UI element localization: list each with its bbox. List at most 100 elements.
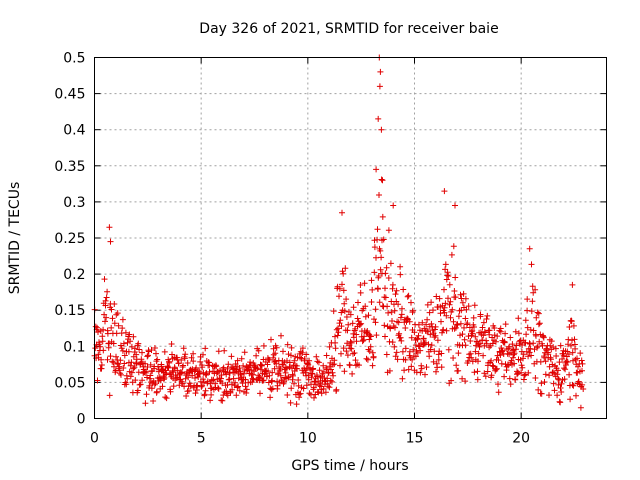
data-point xyxy=(373,166,380,173)
data-point xyxy=(530,327,537,334)
data-point xyxy=(264,361,271,368)
data-point xyxy=(419,319,426,326)
data-point xyxy=(461,324,467,331)
data-point xyxy=(443,327,450,334)
data-point xyxy=(363,355,370,362)
data-point xyxy=(537,358,544,365)
data-point xyxy=(547,342,554,349)
data-point xyxy=(167,388,174,395)
data-point xyxy=(111,301,118,307)
data-point xyxy=(127,373,134,380)
y-tick-label: 0.35 xyxy=(54,159,85,175)
data-point xyxy=(315,389,322,396)
plot-frame xyxy=(94,57,607,419)
data-point xyxy=(476,343,483,350)
data-point xyxy=(157,377,164,384)
data-point xyxy=(254,365,261,372)
data-point xyxy=(281,378,288,385)
data-point xyxy=(372,319,379,326)
data-point xyxy=(448,377,455,384)
data-point xyxy=(474,368,481,375)
data-point xyxy=(559,356,566,362)
data-point xyxy=(509,341,516,348)
data-point xyxy=(143,391,150,398)
data-point xyxy=(373,332,380,339)
data-point xyxy=(144,353,151,360)
data-point xyxy=(438,364,445,371)
data-point xyxy=(378,254,385,261)
data-point xyxy=(249,371,256,378)
data-point xyxy=(482,373,489,380)
data-point xyxy=(192,390,199,397)
data-point xyxy=(550,380,557,387)
data-point xyxy=(162,394,169,401)
data-point xyxy=(499,347,506,354)
data-point xyxy=(118,345,125,352)
data-point xyxy=(351,350,358,356)
data-point xyxy=(119,316,126,323)
data-point xyxy=(389,339,396,346)
data-point xyxy=(455,313,462,320)
data-point xyxy=(524,296,531,303)
data-point xyxy=(549,369,556,376)
data-point xyxy=(377,266,384,273)
data-point xyxy=(521,372,528,379)
data-point xyxy=(185,387,192,394)
data-point xyxy=(520,351,527,358)
data-point xyxy=(571,336,578,343)
data-point xyxy=(241,370,247,377)
data-point xyxy=(117,357,124,364)
data-point xyxy=(103,294,110,301)
data-point xyxy=(329,378,335,385)
data-point xyxy=(265,368,272,375)
data-point xyxy=(438,350,445,357)
data-point xyxy=(375,115,382,122)
data-point xyxy=(285,374,292,381)
chart-title: Day 326 of 2021, SRMTID for receiver bai… xyxy=(199,21,498,37)
data-point xyxy=(373,254,379,261)
data-point xyxy=(459,331,466,338)
data-point xyxy=(569,349,576,356)
data-point xyxy=(362,303,369,310)
data-point xyxy=(418,365,425,372)
data-point xyxy=(132,345,138,352)
y-tick-label: 0.5 xyxy=(63,51,85,67)
data-point xyxy=(442,261,449,268)
data-point xyxy=(288,352,294,359)
data-point xyxy=(145,352,151,359)
data-point xyxy=(554,392,561,399)
data-point xyxy=(376,192,382,198)
data-point xyxy=(340,270,347,277)
data-point xyxy=(300,385,307,392)
data-point xyxy=(570,322,577,329)
data-point xyxy=(266,356,273,363)
data-point xyxy=(361,333,368,340)
data-point xyxy=(424,316,431,323)
data-point xyxy=(397,334,404,341)
data-point xyxy=(229,386,236,393)
data-point xyxy=(335,329,342,336)
data-point xyxy=(408,363,415,370)
data-point xyxy=(215,384,221,391)
data-point xyxy=(306,390,313,397)
data-point xyxy=(528,308,535,315)
data-point xyxy=(376,83,383,90)
data-point xyxy=(108,324,115,331)
data-point xyxy=(102,318,108,325)
data-point xyxy=(158,361,165,368)
data-point xyxy=(168,341,175,347)
data-point xyxy=(462,342,469,349)
data-point xyxy=(402,325,409,331)
data-point xyxy=(187,383,194,390)
data-point xyxy=(330,308,337,315)
data-point xyxy=(441,188,448,195)
data-point xyxy=(565,336,572,343)
data-point xyxy=(406,348,413,355)
data-point xyxy=(242,383,249,390)
data-point xyxy=(185,374,192,381)
data-point xyxy=(477,311,484,318)
data-point xyxy=(408,334,415,341)
data-point xyxy=(385,275,392,281)
data-point xyxy=(542,371,549,378)
data-point xyxy=(345,321,352,328)
